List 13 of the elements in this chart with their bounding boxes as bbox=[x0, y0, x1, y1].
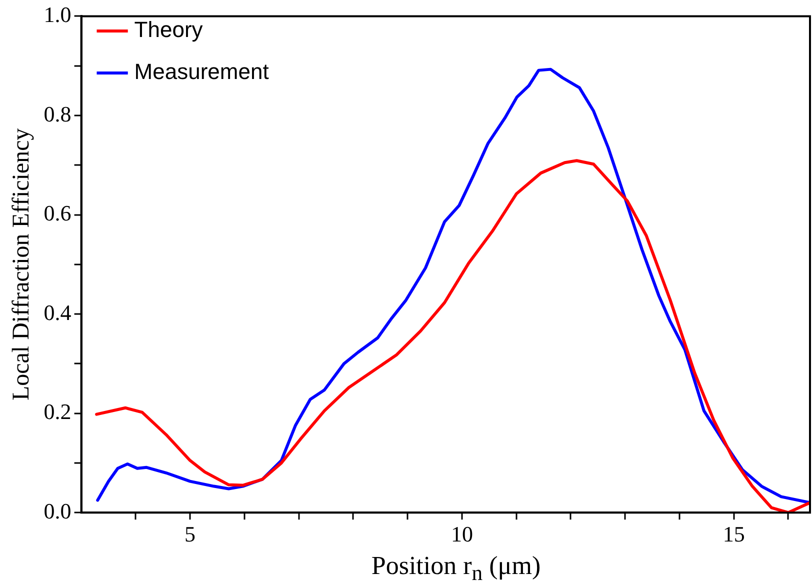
y-tick-label: 0.0 bbox=[44, 498, 72, 524]
y-tick-label: 0.2 bbox=[44, 399, 72, 424]
legend-label: Measurement bbox=[134, 59, 269, 84]
x-tick-label: 5 bbox=[184, 522, 196, 547]
y-axis-title: Local Diffraction Efficiency bbox=[8, 128, 35, 401]
y-tick-label: 0.4 bbox=[44, 300, 72, 325]
x-tick-label: 15 bbox=[722, 522, 745, 547]
y-tick-label: 0.8 bbox=[44, 101, 72, 126]
y-tick-label: 0.6 bbox=[44, 200, 72, 226]
x-tick-label: 10 bbox=[450, 522, 473, 547]
legend-label: Theory bbox=[134, 17, 203, 42]
x-axis-title: Position r$_{n}$ (μm) bbox=[370, 550, 542, 586]
y-tick-label: 1.0 bbox=[44, 2, 72, 27]
